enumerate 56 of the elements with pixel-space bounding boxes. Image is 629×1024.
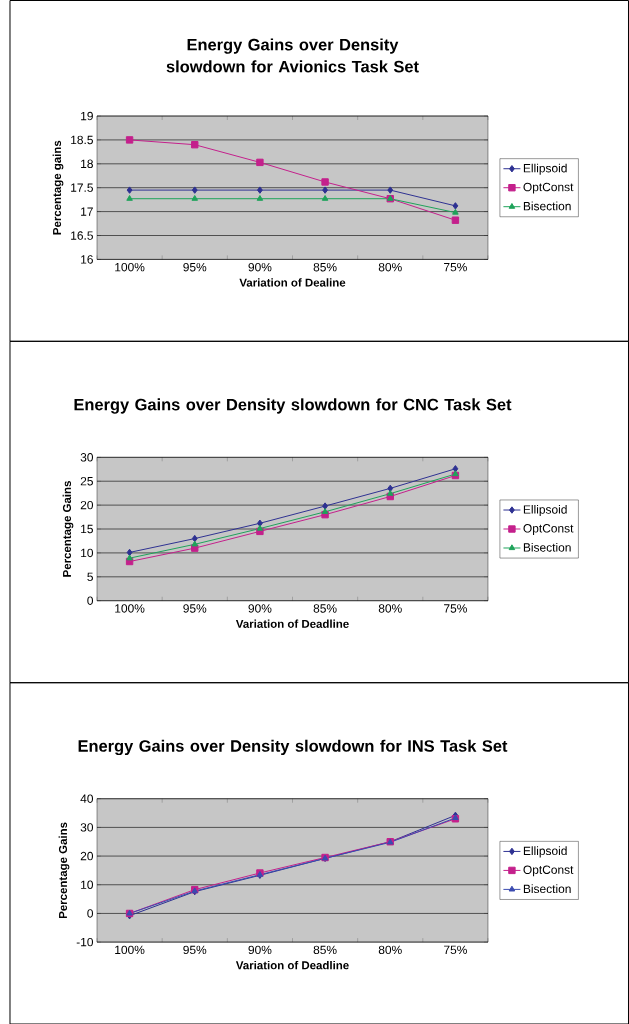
y-tick-label: 15 <box>81 524 93 534</box>
legend-label: OptConst <box>523 865 574 877</box>
x-tick-label: 95% <box>183 262 207 272</box>
legend-label: Ellipsoid <box>523 504 567 517</box>
y-tick-label: 17.5 <box>71 183 93 192</box>
y-tick-label: 10 <box>81 880 94 889</box>
y-tick-label: -10 <box>76 937 94 947</box>
legend-label: Bisection <box>523 884 571 894</box>
x-tick-label: 85% <box>313 262 337 272</box>
x-tick-label: 75% <box>444 945 467 955</box>
legend-label: Bisection <box>523 542 571 552</box>
legend-label: Ellipsoid <box>523 163 567 175</box>
x-tick-label: 100% <box>115 262 145 272</box>
y-tick-label: 30 <box>80 453 94 462</box>
y-tick-label: 19 <box>81 111 93 121</box>
x-tick-label: 95% <box>183 604 207 613</box>
x-tick-label: 85% <box>313 604 337 613</box>
y-tick-label: 20 <box>80 851 94 861</box>
y-tick-label: 0 <box>87 596 94 605</box>
y-axis-title: Percentage Gains <box>58 822 70 919</box>
y-tick-label: 17 <box>81 207 93 216</box>
y-tick-label: 20 <box>80 500 94 510</box>
y-axis-title: Percentage Gains <box>62 481 74 577</box>
chart-title: Energy Gains over Density slowdown for INS Task Set <box>78 739 508 756</box>
x-tick-label: 80% <box>378 945 402 955</box>
x-tick-label: 100% <box>115 604 145 613</box>
x-axis-title: Variation of Deadline <box>235 619 349 628</box>
y-tick-label: 18.5 <box>71 135 93 145</box>
legend-label: Ellipsoid <box>523 846 567 858</box>
y-tick-label: 0 <box>87 909 94 918</box>
y-tick-label: 30 <box>80 823 94 832</box>
chart-title: Energy Gains over Density slowdown for Avionics Task Set <box>166 38 419 73</box>
x-tick-label: 90% <box>248 604 272 613</box>
x-tick-label: 75% <box>444 604 467 613</box>
y-tick-label: 18 <box>81 159 93 169</box>
y-axis-title: Percentage gains <box>52 140 64 235</box>
x-tick-label: 90% <box>248 262 272 272</box>
y-tick-label: 40 <box>80 794 94 803</box>
chart-title: Energy Gains over Density slowdown for CNC Task Set <box>74 398 512 414</box>
x-tick-label: 90% <box>248 945 272 955</box>
y-tick-label: 16.5 <box>71 231 93 240</box>
legend-label: OptConst <box>523 524 574 535</box>
y-tick-label: 10 <box>81 548 94 558</box>
y-tick-label: 5 <box>87 572 93 581</box>
x-tick-label: 95% <box>183 945 207 955</box>
x-tick-label: 80% <box>378 604 402 613</box>
x-axis-title: Variation of Deadline <box>235 960 349 970</box>
x-tick-label: 85% <box>313 945 337 955</box>
x-tick-label: 75% <box>444 262 467 272</box>
legend-label: Bisection <box>523 201 571 211</box>
y-tick-label: 16 <box>81 255 93 264</box>
x-tick-label: 80% <box>378 262 402 272</box>
x-tick-label: 100% <box>115 945 145 955</box>
y-tick-label: 25 <box>80 476 93 486</box>
x-axis-title: Variation of Dealine <box>239 278 346 287</box>
legend-label: OptConst <box>523 182 574 194</box>
